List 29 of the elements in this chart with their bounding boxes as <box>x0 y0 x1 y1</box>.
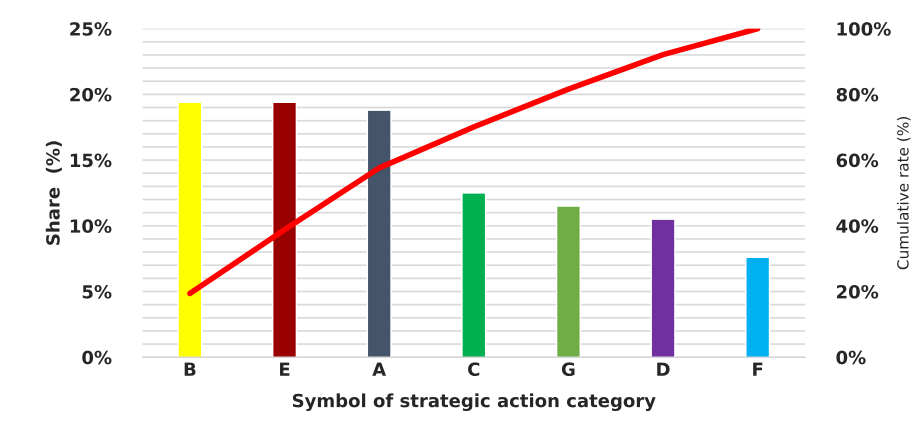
bar <box>177 102 202 358</box>
x-tick-label: B <box>184 362 196 376</box>
bar <box>461 192 486 358</box>
bar <box>650 218 676 358</box>
bar <box>366 109 392 358</box>
bar <box>556 205 581 358</box>
x-axis-title: Symbol of strategic action category <box>292 393 656 412</box>
y-axis-title: Share (%) <box>46 141 62 245</box>
bar <box>745 256 770 358</box>
y-tick-label: 10% <box>70 219 112 233</box>
x-tick-label: A <box>372 362 386 376</box>
y2-tick-label: 80% <box>836 88 878 102</box>
x-tick-label: F <box>753 362 762 376</box>
y2-tick-label: 40% <box>836 219 878 233</box>
y-tick-label: 20% <box>70 88 112 102</box>
y2-axis-title: Cumulative rate (%) <box>896 117 911 270</box>
y2-tick-label: 60% <box>836 154 878 168</box>
x-tick-label: C <box>468 362 480 376</box>
y2-tick-label: 100% <box>838 22 891 36</box>
y-tick-label: 25% <box>70 22 112 36</box>
x-tick-label: D <box>657 362 670 376</box>
x-tick-label: G <box>562 362 575 376</box>
y-tick-label: 15% <box>70 154 112 168</box>
y-tick-label: 0% <box>82 350 112 364</box>
x-tick-label: E <box>280 362 290 376</box>
y-tick-label: 5% <box>82 284 112 299</box>
y2-tick-label: 20% <box>836 284 878 299</box>
bar <box>272 102 298 358</box>
y2-tick-label: 0% <box>836 350 866 364</box>
